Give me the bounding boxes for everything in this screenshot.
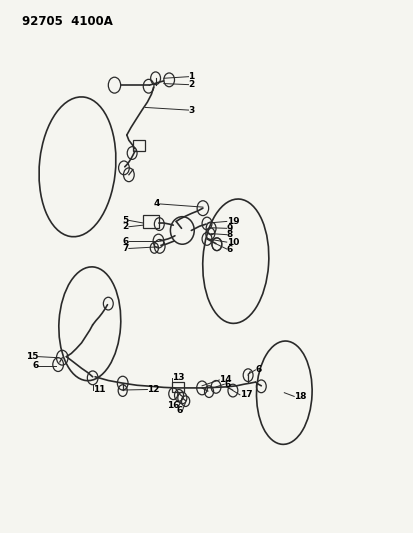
Text: 6: 6 [226, 245, 233, 254]
Text: 7: 7 [122, 244, 128, 253]
Text: 12: 12 [147, 385, 159, 394]
Text: 3: 3 [188, 106, 194, 115]
Text: 2: 2 [122, 222, 128, 231]
Text: 6: 6 [32, 361, 38, 370]
Text: 16: 16 [166, 401, 178, 410]
Text: 6: 6 [255, 366, 261, 374]
Text: 5: 5 [122, 216, 128, 225]
Text: 2: 2 [188, 80, 194, 89]
Text: 11: 11 [93, 385, 105, 394]
Text: 18: 18 [294, 392, 306, 401]
Bar [133, 140, 145, 151]
Text: 15: 15 [26, 352, 38, 361]
Text: 9: 9 [226, 224, 233, 233]
Text: 17: 17 [239, 390, 252, 399]
Text: 4: 4 [153, 199, 159, 208]
Bar [143, 215, 159, 228]
Text: 19: 19 [226, 217, 239, 226]
Text: 6: 6 [176, 406, 182, 415]
Text: 10: 10 [226, 238, 239, 247]
Text: 13: 13 [172, 373, 184, 382]
Text: 6: 6 [224, 379, 230, 389]
Text: 14: 14 [219, 375, 231, 384]
Text: 8: 8 [226, 230, 233, 239]
Text: 1: 1 [188, 72, 194, 81]
Text: 92705  4100A: 92705 4100A [22, 14, 113, 28]
Text: 6: 6 [122, 237, 128, 246]
Bar [172, 382, 183, 392]
